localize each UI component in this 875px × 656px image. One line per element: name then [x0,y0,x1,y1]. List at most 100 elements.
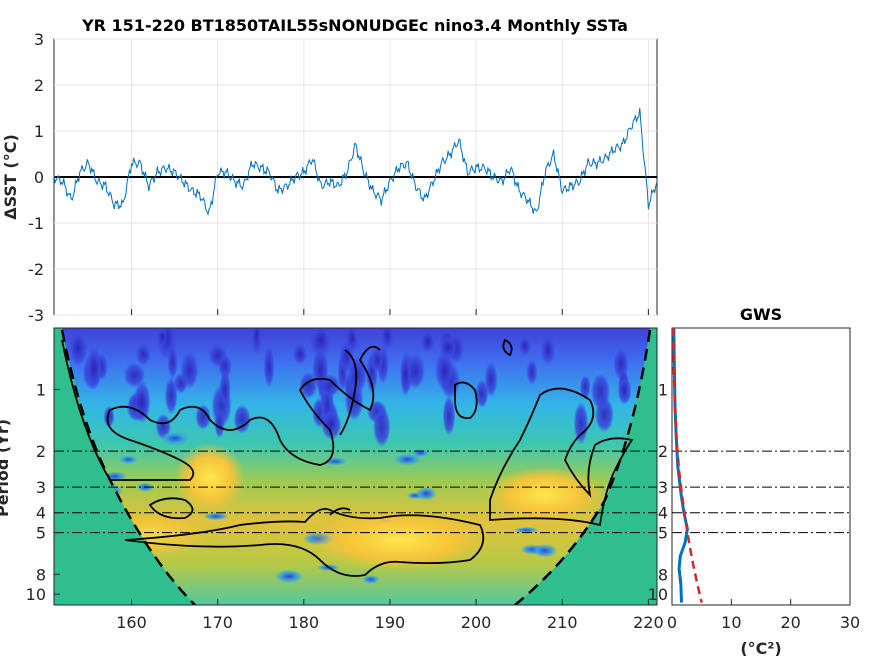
low-power-spot [319,374,341,397]
low-power-spot [263,345,275,388]
wavelet-panel: 1 2 3 45 810 160 170 180 190 200 210 220 Period (Y… [0,327,664,632]
wavelet-y-tick-label: 1 [36,381,46,400]
low-power-spot [339,340,354,373]
gws-x-tick-label: 10 [721,613,741,632]
low-power-spot [218,354,232,379]
timeseries-series [54,107,657,216]
gws-y-tick-label: 8 [658,565,668,584]
cone-of-influence-right [515,328,657,605]
gws-y-tick-label: 4 [658,504,668,523]
timeseries-y-tick-label: 2 [34,76,44,95]
gws-x-label: (°C²) [740,639,781,656]
wavelet-x-tick-label: 220 [633,613,664,632]
timeseries-grid [54,38,657,316]
low-power-spot-small [160,431,190,446]
gws-title: GWS [740,305,782,324]
low-power-spot [219,370,231,408]
wavelet-x-tick-label: 210 [547,613,578,632]
low-power-spot [369,346,385,373]
low-power-spot-small [275,569,304,584]
low-power-spot [484,362,498,398]
low-power-spot-small [393,453,421,466]
gws-y-tick-label: 5 [658,524,668,543]
timeseries-y-tick-label: -1 [28,214,44,233]
low-power-spot [373,407,391,447]
low-power-spot-small [514,526,539,534]
cone-boundary-right [514,329,652,605]
low-power-spot [573,401,589,445]
gws-y-tick-label: 1 [658,381,668,400]
wavelet-y-tick-label: 2 [36,442,46,461]
gws-x-tick-label: 0 [667,613,677,632]
low-power-spot [380,328,395,350]
wavelet-peak-region-3 [485,467,605,523]
wavelet-y-tick-label: 8 [36,565,46,584]
cone-of-influence-left [54,328,195,605]
gws-significance-curve [672,328,703,603]
gws-y-tick-label: 2 [658,442,668,461]
timeseries-y-ticks: 3 2 1 0 -1 -2 -3 [28,30,44,325]
low-power-spot [518,336,531,356]
low-power-spot [400,353,411,397]
low-power-spot [321,409,342,440]
wavelet-x-tick-label: 160 [116,613,147,632]
significance-contours [61,338,634,577]
wavelet-x-tick-label: 180 [289,613,320,632]
low-power-spot [434,350,454,390]
timeseries-y-tick-label: 1 [34,122,44,141]
sst-anomaly-line [54,107,657,216]
wavelet-y-ticks: 1 2 3 45 810 [26,381,60,604]
gws-axes-box [671,327,851,606]
wavelet-x-tick-label: 190 [375,613,406,632]
timeseries-y-tick-label: -3 [28,306,44,325]
wavelet-reference-lines [54,450,657,534]
wavelet-peak-region [310,510,490,570]
gws-y-tick-label: 3 [658,478,668,497]
low-power-spot-small [416,486,437,501]
gws-series [672,328,703,603]
wavelet-y-label: Period (Yr) [0,419,12,517]
low-power-spot [292,343,308,365]
low-power-spot [164,376,178,415]
wavelet-x-ticks: 160 170 180 190 200 210 220 [116,599,664,632]
low-power-spot [590,373,611,411]
wavelet-y-tick-label: 3 [36,478,46,497]
low-power-spot [195,404,211,430]
low-power-spot [103,405,115,428]
low-power-spot-small [362,575,380,584]
timeseries-panel: 3 2 1 0 -1 -2 -3 ΔSST (°C) [1,30,658,325]
low-power-spot [579,375,591,399]
timeseries-y-tick-label: 0 [34,168,44,187]
wavelet-y-tick-label: 4 [36,504,46,523]
wavelet-axes-box [53,327,658,606]
low-power-spot [69,329,88,367]
wavelet-y-tick-label: 10 [26,585,46,604]
wavelet-peak-region-2 [175,443,245,513]
low-power-spot [309,328,332,357]
low-power-spot [167,344,178,380]
low-power-spot [251,328,263,355]
gws-y-tick-label: 10 [648,585,668,604]
low-power-spot [540,334,556,365]
low-power-spot [442,395,456,436]
low-power-spot [233,404,251,434]
low-power-spot [617,376,632,405]
wavelet-y-tick-label: 5 [36,524,46,543]
low-power-spot [214,409,225,439]
low-power-spot [86,346,102,390]
low-power-spot [133,380,151,424]
chart-title: YR 151-220 BT1850TAIL55sNONUDGEc nino3.4… [81,16,628,35]
wavelet-x-tick-label: 170 [202,613,233,632]
gws-x-tick-label: 30 [840,613,860,632]
timeseries-y-tick-label: 3 [34,30,44,49]
low-power-spot [156,328,168,347]
low-power-spot-small [119,455,138,464]
gws-reference-lines [672,450,850,534]
low-power-spot-small [203,512,229,521]
wavelet-x-tick-label: 200 [461,613,492,632]
low-power-spot [526,359,538,385]
